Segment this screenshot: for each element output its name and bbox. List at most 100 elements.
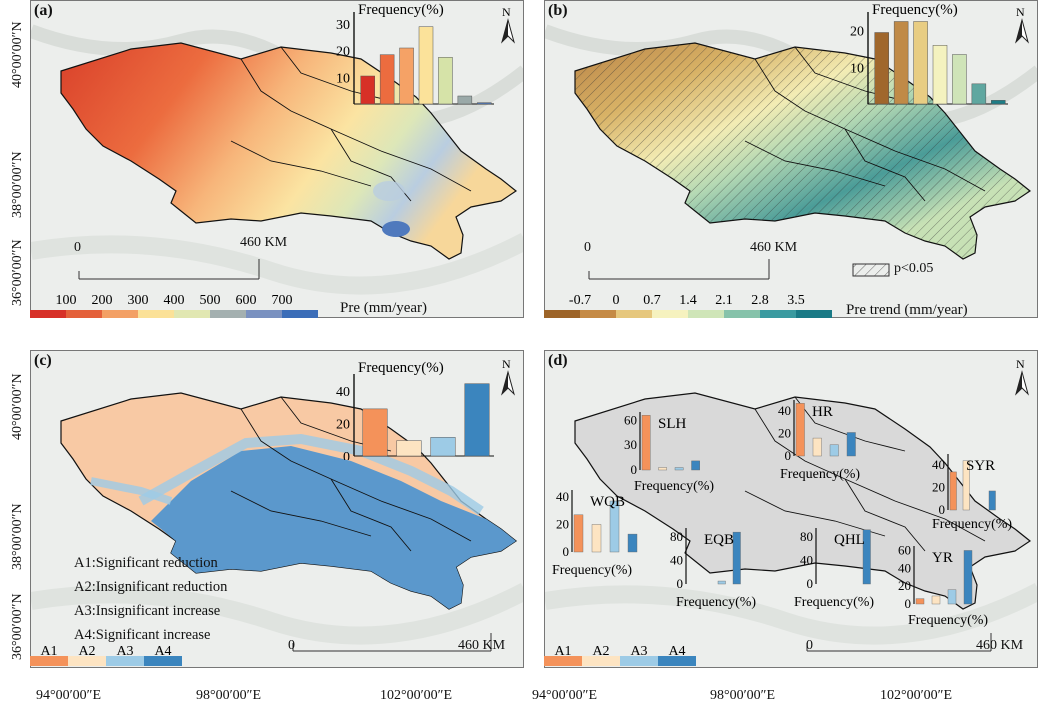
y-tick-label: 40 <box>932 457 945 472</box>
histogram-bar <box>732 531 741 585</box>
colorbar-swatch <box>66 310 102 318</box>
lat-label-40-a: 40°00′00″N <box>10 21 25 88</box>
class-swatch <box>144 656 182 666</box>
panel-c-trend-class-map: (c) A1:Significant reduction A2:Insignif… <box>30 350 524 668</box>
colorbar-swatch <box>282 310 318 318</box>
panel-label: (a) <box>34 2 53 19</box>
class-legend-d: A1 A2 A3 A4 <box>544 646 696 666</box>
frequency-histogram-a: Frequency(%) 10 20 30 <box>336 2 494 105</box>
region-name: QHL <box>834 532 865 548</box>
y-tick-label: 0 <box>905 596 912 611</box>
colorbar-swatch <box>724 310 760 318</box>
histogram-bar <box>360 75 375 105</box>
class-swatch <box>582 656 620 666</box>
colorbar-a: 100 200 300 400 500 600 700 <box>30 293 318 318</box>
scale-start: 0 <box>74 240 81 255</box>
colorbar-unit: Pre (mm/year) <box>340 300 428 316</box>
frequency-label: Frequency(%) <box>780 467 860 482</box>
y-tick-label: 60 <box>898 542 911 557</box>
histogram-bar <box>591 524 602 553</box>
panel-d-regional-class-map: (d) 0 460 KM N 0 30 60 SLH Frequency(%) 0 20 40… <box>544 350 1038 668</box>
histogram-bar <box>379 54 395 105</box>
histogram-bar <box>874 32 889 105</box>
colorbar-b: -0.7 0 0.7 1.4 2.1 2.8 3.5 <box>544 293 832 318</box>
histogram-bar <box>464 383 490 457</box>
histogram-bar <box>627 533 638 553</box>
colorbar-swatch <box>246 310 282 318</box>
lon-label-94-d: 94°00′00″E <box>532 688 598 703</box>
histogram-bar <box>812 437 822 457</box>
class-swatch <box>106 656 144 666</box>
panel-label: (c) <box>34 352 52 369</box>
hatch-legend-label: p<0.05 <box>894 261 934 276</box>
colorbar-swatch <box>210 310 246 318</box>
map-frame <box>30 350 524 668</box>
y-tick-label: 10 <box>336 71 350 86</box>
y-tick-label: 20 <box>898 578 911 593</box>
histogram-title: Frequency(%) <box>358 2 444 18</box>
lon-label-102-c: 102°00′00″E <box>380 688 453 703</box>
frequency-label: Frequency(%) <box>552 563 632 578</box>
histogram-bar <box>795 403 805 457</box>
frequency-label: Frequency(%) <box>634 479 714 494</box>
north-label: N <box>502 357 511 371</box>
lon-label-102-d: 102°00′00″E <box>880 688 953 703</box>
north-arrow-icon: N <box>1015 357 1029 396</box>
histogram-bar <box>396 440 422 457</box>
y-tick-label: 20 <box>932 480 945 495</box>
y-tick-label: 40 <box>800 552 813 567</box>
histogram-bar <box>641 415 651 471</box>
colorbar-tick-label: 600 <box>236 293 257 308</box>
histogram-bar <box>991 100 1006 105</box>
legend-a3: A3:Insignificant increase <box>74 603 221 619</box>
colorbar-swatch <box>616 310 652 318</box>
colorbar-tick-label: 2.8 <box>751 293 769 308</box>
histogram-bar <box>963 550 973 605</box>
map-a-svg <box>31 1 523 317</box>
north-arrow-icon: N <box>1015 5 1029 44</box>
colorbar-swatch <box>174 310 210 318</box>
histogram-bar <box>915 598 925 605</box>
class-label: A2 <box>592 646 609 659</box>
histogram-bar <box>477 102 492 105</box>
class-swatch <box>68 656 106 666</box>
north-label: N <box>1016 357 1025 371</box>
lat-label-40-c: 40°00′00″N <box>10 373 25 440</box>
class-label: A3 <box>116 646 133 659</box>
y-tick-label: 0 <box>677 576 684 591</box>
histogram-bar <box>430 437 456 457</box>
histogram-bar <box>573 514 584 553</box>
class-swatch <box>658 656 696 666</box>
lon-label-98-d: 98°00′00″E <box>710 688 776 703</box>
region-histogram-wqb: 0 20 40 WQB Frequency(%) <box>552 489 638 578</box>
scale-end: 460 KM <box>750 240 798 255</box>
y-tick-label: 60 <box>624 412 637 427</box>
region-histogram-syr: 0 20 40 SYR Frequency(%) <box>932 454 1012 532</box>
map-frame <box>30 0 524 318</box>
histogram-bar <box>988 490 996 511</box>
north-arrow-icon: N <box>501 5 515 44</box>
region-name: HR <box>812 404 833 420</box>
y-tick-label: 40 <box>778 403 791 418</box>
colorbar-tick-label: 0 <box>613 293 620 308</box>
region-histogram-eqb: 0 40 80 EQB Frequency(%) <box>670 528 756 610</box>
frequency-histogram-b: Frequency(%) 10 20 <box>850 2 1008 105</box>
histogram-bar <box>893 21 909 105</box>
histogram-bar <box>829 444 839 457</box>
histogram-title: Frequency(%) <box>358 360 444 376</box>
y-tick-label: 0 <box>939 502 946 517</box>
histogram-bar <box>362 408 388 457</box>
y-tick-label: 10 <box>850 61 864 76</box>
histogram-bar <box>609 500 620 553</box>
colorbar-swatch <box>652 310 688 318</box>
map-c-svg <box>31 351 523 667</box>
histogram-bar <box>949 471 957 511</box>
y-tick-label: 40 <box>336 385 350 400</box>
panel-a-precipitation-map: (a) 0 460 KM Frequency(%) 10 20 30 N 100 200… <box>30 0 524 318</box>
y-tick-label: 20 <box>556 516 569 531</box>
class-label: A2 <box>78 646 95 659</box>
class-label: A3 <box>630 646 647 659</box>
histogram-bar <box>947 589 957 605</box>
colorbar-tick-label: 500 <box>200 293 221 308</box>
